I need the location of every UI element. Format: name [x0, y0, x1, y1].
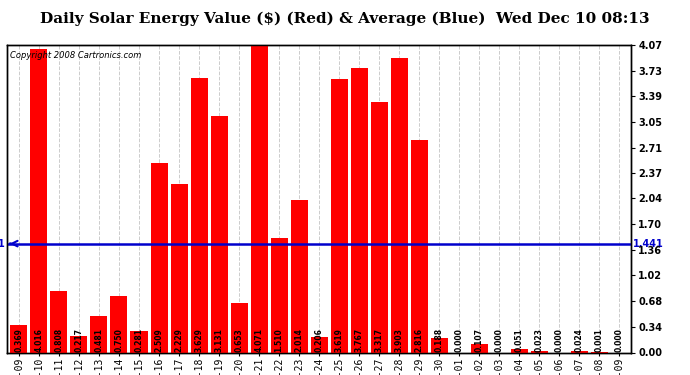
Text: 1.441: 1.441 [633, 238, 664, 249]
Bar [270, 238, 288, 352]
Text: 0.001: 0.001 [595, 328, 604, 352]
Bar [471, 344, 488, 352]
Bar [90, 316, 108, 352]
Bar [411, 140, 428, 352]
Text: 0.481: 0.481 [95, 328, 103, 352]
Text: 2.816: 2.816 [415, 328, 424, 352]
Text: 3.131: 3.131 [215, 328, 224, 352]
Bar [50, 291, 68, 352]
Text: 0.024: 0.024 [575, 328, 584, 352]
Text: 0.217: 0.217 [75, 328, 83, 352]
Text: 1.510: 1.510 [275, 328, 284, 352]
Text: 0.206: 0.206 [315, 328, 324, 352]
Bar [170, 184, 188, 352]
Bar [531, 351, 548, 352]
Text: 3.903: 3.903 [395, 328, 404, 352]
Bar [250, 45, 268, 352]
Text: Daily Solar Energy Value ($) (Red) & Average (Blue)  Wed Dec 10 08:13: Daily Solar Energy Value ($) (Red) & Ave… [40, 11, 650, 26]
Text: 1.441: 1.441 [0, 238, 6, 249]
Text: 0.000: 0.000 [555, 328, 564, 352]
Bar [351, 68, 368, 352]
Bar [130, 331, 148, 352]
Bar [290, 200, 308, 352]
Bar [391, 58, 408, 352]
Text: 0.188: 0.188 [435, 328, 444, 352]
Text: 4.071: 4.071 [255, 328, 264, 352]
Text: 0.000: 0.000 [615, 328, 624, 352]
Text: 4.016: 4.016 [34, 328, 43, 352]
Bar [331, 79, 348, 352]
Text: 0.051: 0.051 [515, 328, 524, 352]
Bar [230, 303, 248, 352]
Text: 0.000: 0.000 [455, 328, 464, 352]
Text: 0.808: 0.808 [55, 328, 63, 352]
Bar [150, 163, 168, 352]
Bar [70, 336, 88, 352]
Text: 0.000: 0.000 [495, 328, 504, 352]
Bar [190, 78, 208, 352]
Bar [371, 102, 388, 352]
Bar [511, 349, 528, 352]
Text: 3.317: 3.317 [375, 328, 384, 352]
Bar [571, 351, 588, 352]
Bar [431, 338, 448, 352]
Text: 2.229: 2.229 [175, 328, 184, 352]
Text: 2.014: 2.014 [295, 328, 304, 352]
Text: 3.619: 3.619 [335, 328, 344, 352]
Bar [30, 49, 48, 352]
Text: 0.281: 0.281 [135, 328, 144, 352]
Text: 2.509: 2.509 [155, 328, 164, 352]
Text: 0.107: 0.107 [475, 328, 484, 352]
Text: 0.750: 0.750 [115, 328, 124, 352]
Bar [210, 116, 228, 352]
Text: 0.023: 0.023 [535, 328, 544, 352]
Bar [310, 337, 328, 352]
Text: 0.653: 0.653 [235, 328, 244, 352]
Bar [10, 325, 28, 352]
Text: 0.369: 0.369 [14, 328, 23, 352]
Text: Copyright 2008 Cartronics.com: Copyright 2008 Cartronics.com [10, 51, 141, 60]
Bar [110, 296, 128, 352]
Text: 3.629: 3.629 [195, 328, 204, 352]
Text: 3.767: 3.767 [355, 328, 364, 352]
